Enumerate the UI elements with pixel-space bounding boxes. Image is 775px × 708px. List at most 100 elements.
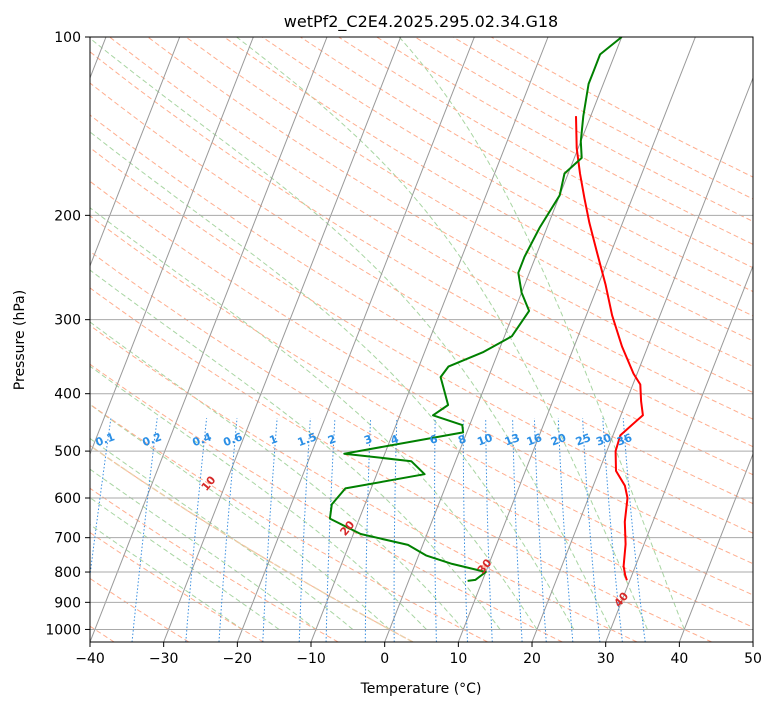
y-tick-label: 500 [54, 444, 81, 460]
mixing-ratio-label: 4 [389, 432, 401, 447]
y-tick-label: 200 [54, 208, 81, 224]
mixing-ratio-label: 2 [326, 432, 338, 447]
moist-adiabat-line [90, 365, 427, 630]
x-axis-label: Temperature (°C) [360, 681, 482, 697]
mixing-ratio-label: 13 [503, 431, 522, 448]
dry-adiabat-line [90, 51, 753, 448]
dry-adiabat-line [90, 287, 712, 642]
mixing-ratio-label: 20 [549, 431, 568, 449]
mixing-ratio-line [462, 418, 468, 642]
mixing-ratio-label: 1.5 [296, 430, 319, 449]
mixing-ratio-line [185, 418, 208, 642]
isotherm-line [678, 452, 753, 642]
mixing-ratio-line [218, 418, 238, 642]
dry-adiabat-line [90, 215, 753, 596]
mixing-ratio-line [485, 418, 493, 642]
x-tick-label: 40 [670, 651, 688, 667]
isotherm-line [90, 37, 181, 268]
mixing-ratio-line [325, 418, 336, 642]
moist-adiabat-line [90, 497, 280, 630]
mixing-ratio-label: 0.1 [94, 430, 117, 449]
x-tick-label: 20 [523, 651, 541, 667]
mixing-ratio-label: 0.4 [191, 430, 214, 449]
mixing-ratio-line [262, 418, 278, 642]
y-tick-label: 400 [54, 387, 81, 403]
moist-adiabat-line [90, 37, 612, 630]
mixing-ratio-label: 36 [615, 431, 634, 449]
y-tick-label: 900 [54, 595, 81, 611]
isotherm-line [163, 37, 402, 642]
dry-adiabat-line [261, 37, 753, 317]
isotherm-line [310, 37, 549, 642]
mixing-ratio-label: 16 [525, 431, 544, 449]
moist-adiabat-line [236, 37, 648, 630]
x-tick-label: 0 [380, 651, 389, 667]
moist-adiabat-line [90, 269, 501, 630]
dry-adiabat-line [223, 37, 753, 342]
x-tick-label: −40 [75, 651, 105, 667]
mixing-ratio-label: 8 [456, 432, 468, 447]
mixing-ratio-label: 25 [574, 431, 593, 448]
dry-adiabat-line [109, 37, 753, 420]
isotherm-line [90, 37, 328, 642]
mixing-ratio-label: 3 [362, 432, 374, 447]
mixing-ratio-line [364, 418, 372, 642]
mixing-ratio-line [582, 418, 601, 642]
x-tick-label: 50 [744, 651, 762, 667]
plot-frame [89, 36, 754, 643]
dry-adiabat-line [90, 147, 753, 534]
dry-adiabat-line [90, 363, 563, 642]
dry-adiabat-line [90, 531, 264, 642]
mixing-ratio-label: 1 [268, 432, 280, 447]
chart-title: wetPf2_C2E4.2025.295.02.34.G18 [284, 12, 558, 32]
dry-adiabat-line [90, 403, 488, 642]
x-tick-label: −30 [149, 651, 179, 667]
moist-adiabat-line [90, 321, 464, 630]
mixing-ratio-line [393, 418, 398, 642]
isotherm-line [384, 37, 623, 642]
mixing-ratio-line [622, 418, 646, 642]
moist-adiabat-line [90, 524, 243, 630]
y-axis-label: Pressure (hPa) [12, 290, 28, 390]
isotherm-line [90, 37, 254, 456]
isotherm-line [457, 37, 696, 642]
moist-adiabat-line [90, 468, 317, 630]
x-tick-label: 10 [449, 651, 467, 667]
x-tick-label: −10 [296, 651, 326, 667]
dry-adiabat-line [90, 250, 753, 628]
mixing-ratio-line [434, 418, 437, 642]
dewpoint-line [328, 37, 623, 582]
y-tick-label: 300 [54, 313, 81, 329]
mixing-ratio-label: 10 [475, 431, 494, 449]
mixing-ratio-label: 0.6 [221, 430, 244, 449]
mixing-ratio-line [298, 418, 311, 642]
mixing-ratio-line [512, 418, 523, 642]
isotherm-line [531, 76, 753, 642]
mixing-ratio-line [533, 418, 547, 642]
mixing-ratio-line [602, 418, 623, 642]
moist-adiabat-line [90, 437, 354, 630]
dry-adiabat-line [300, 37, 753, 293]
y-tick-label: 1000 [45, 622, 81, 638]
mixing-ratio-line [90, 418, 112, 580]
mixing-ratio-line [557, 418, 574, 642]
isotherm-line [605, 264, 753, 642]
mixing-ratio-line [131, 418, 158, 642]
x-tick-label: 30 [597, 651, 615, 667]
temperature-line [575, 116, 644, 581]
moist-adiabat-line [90, 131, 575, 630]
mixing-ratio-label: 0.2 [141, 430, 164, 449]
y-tick-label: 800 [54, 565, 81, 581]
y-tick-label: 600 [54, 491, 81, 507]
dry-adiabat-line [90, 324, 638, 642]
mixing-ratio-label: 6 [428, 432, 440, 447]
y-tick-label: 700 [54, 531, 81, 547]
y-tick-label: 100 [54, 30, 81, 46]
isotherm-line [236, 37, 475, 642]
dry-adiabat-line [90, 82, 753, 476]
moist-adiabat-line [90, 403, 390, 630]
x-tick-label: −20 [223, 651, 253, 667]
mixing-ratio-label: 30 [594, 431, 613, 449]
moist-adiabat-line [398, 37, 685, 630]
